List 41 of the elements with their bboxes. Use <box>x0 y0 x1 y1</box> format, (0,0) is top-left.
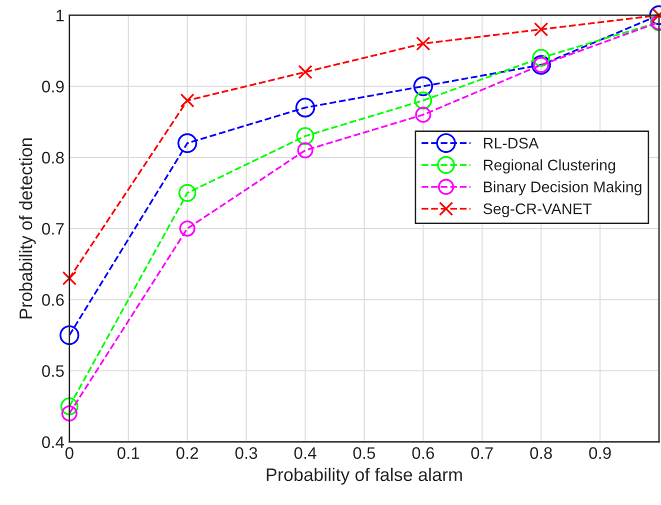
y-tick-label: 1 <box>56 10 64 22</box>
legend-label: Seg-CR-VANET <box>483 203 592 218</box>
legend-label: Binary Decision Making <box>484 181 642 196</box>
point <box>177 133 198 154</box>
x-tick-label: 0.9 <box>589 447 611 459</box>
point <box>179 220 196 237</box>
legend-label: RL-DSA <box>484 138 539 149</box>
point <box>414 92 432 110</box>
y-tick-label: 0.4 <box>42 436 64 448</box>
point <box>60 397 78 416</box>
x-tick-label: 0.8 <box>530 447 552 459</box>
point <box>62 271 77 286</box>
x-tick-label: 0.6 <box>412 447 434 459</box>
x-axis-title: Probability of false alarm <box>266 468 462 485</box>
point <box>416 36 430 51</box>
point <box>534 22 548 37</box>
point <box>180 93 194 108</box>
y-axis-title: Probability of detection <box>18 138 36 318</box>
point <box>296 127 314 146</box>
point <box>295 98 316 118</box>
y-tick-label: 0.8 <box>42 152 64 164</box>
y-tick-label: 0.5 <box>42 365 64 377</box>
x-tick-label: 0.7 <box>471 447 493 459</box>
x-tick-label: 0.2 <box>176 447 198 459</box>
point <box>297 142 314 158</box>
point <box>178 184 196 202</box>
y-tick-label: 0.9 <box>42 80 64 92</box>
point <box>60 325 80 346</box>
x-tick-label: 0.1 <box>117 447 140 459</box>
point <box>532 48 550 67</box>
y-tick-label: 0.6 <box>42 294 64 306</box>
point <box>413 76 434 96</box>
point <box>61 405 78 422</box>
x-tick-label: 0.4 <box>294 447 316 459</box>
legend-label: Regional Clustering <box>484 159 616 174</box>
x-tick-label: 0.5 <box>353 447 376 459</box>
point <box>415 106 432 123</box>
x-tick-label: 0 <box>65 447 74 459</box>
point <box>298 64 312 80</box>
y-tick-label: 0.7 <box>42 222 64 235</box>
x-tick-label: 0.3 <box>235 447 258 459</box>
